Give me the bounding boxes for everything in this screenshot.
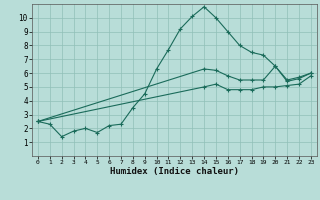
- X-axis label: Humidex (Indice chaleur): Humidex (Indice chaleur): [110, 167, 239, 176]
